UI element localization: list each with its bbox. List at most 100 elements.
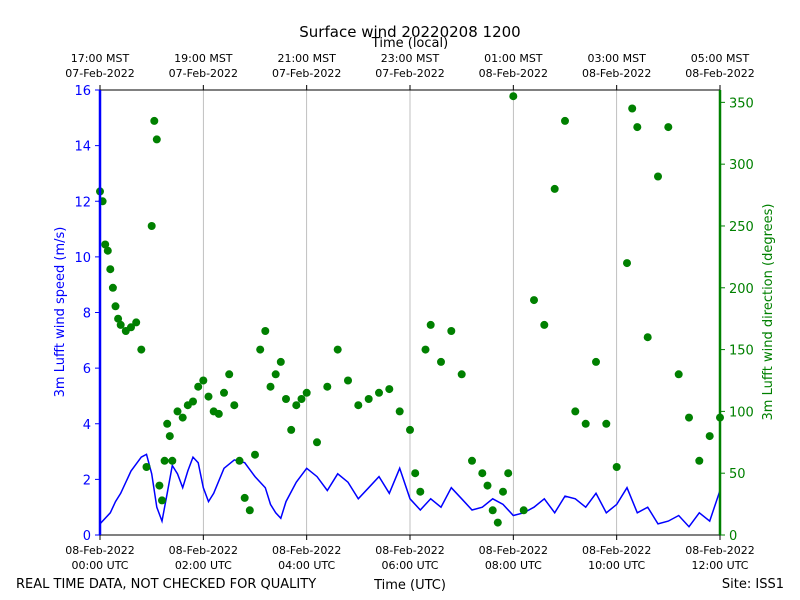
wind-direction-point: [114, 314, 123, 323]
top-tick-date: 08-Feb-2022: [582, 67, 651, 80]
wind-direction-point: [266, 382, 275, 391]
top-tick-time: 03:00 MST: [587, 52, 646, 65]
wind-direction-point: [457, 370, 466, 379]
left-tick-label: 4: [83, 418, 91, 433]
top-tick-date: 07-Feb-2022: [272, 67, 341, 80]
wind-direction-point: [276, 357, 285, 366]
top-tick-time: 19:00 MST: [174, 52, 233, 65]
top-tick-date: 07-Feb-2022: [169, 67, 238, 80]
wind-direction-point: [385, 385, 394, 394]
wind-direction-point: [142, 463, 151, 471]
right-tick-label: 100: [729, 405, 754, 420]
wind-direction-point: [685, 413, 693, 422]
right-tick-label: 200: [729, 282, 754, 297]
top-tick-time: 17:00 MST: [71, 52, 130, 65]
bottom-tick-time: 04:00 UTC: [278, 559, 335, 572]
wind-direction-point: [561, 116, 569, 125]
top-tick-time: 01:00 MST: [484, 52, 543, 65]
wind-direction-point: [421, 345, 430, 354]
wind-direction-point: [150, 116, 159, 125]
top-tick-time: 21:00 MST: [277, 52, 336, 65]
wind-direction-point: [245, 506, 254, 515]
wind-direction-point: [323, 382, 332, 391]
wind-direction-point: [592, 357, 600, 366]
left-tick-label: 2: [83, 473, 91, 488]
left-tick-label: 10: [74, 251, 91, 266]
wind-direction-point: [225, 370, 234, 379]
top-tick-date: 07-Feb-2022: [65, 67, 134, 80]
wind-direction-point: [499, 487, 507, 496]
bottom-tick-date: 08-Feb-2022: [272, 544, 341, 557]
wind-direction-point: [493, 518, 502, 527]
wind-direction-point: [674, 370, 683, 379]
wind-direction-point: [540, 320, 549, 329]
right-tick-label: 300: [729, 158, 754, 173]
wind-direction-point: [230, 401, 239, 410]
top-tick-date: 07-Feb-2022: [375, 67, 444, 80]
quality-notice: REAL TIME DATA, NOT CHECKED FOR QUALITY: [16, 577, 316, 592]
bottom-tick-time: 00:00 UTC: [71, 559, 128, 572]
wind-direction-point: [654, 172, 662, 181]
left-axis-label: 3m Lufft wind speed (m/s): [53, 227, 68, 398]
chart-title: Surface wind 20220208 1200: [299, 23, 520, 41]
wind-direction-point: [132, 318, 141, 327]
wind-direction-point: [220, 388, 228, 397]
right-tick-label: 50: [729, 467, 746, 482]
bottom-tick-date: 08-Feb-2022: [685, 544, 754, 557]
wind-speed-series: [99, 453, 721, 528]
bottom-tick-date: 08-Feb-2022: [169, 544, 238, 557]
wind-direction-point: [108, 283, 117, 292]
wind-direction-point: [426, 320, 435, 329]
left-tick-label: 0: [83, 529, 91, 544]
wind-direction-point: [204, 392, 213, 401]
wind-direction-point: [643, 333, 652, 342]
wind-direction-point: [488, 506, 497, 515]
wind-direction-point: [302, 388, 311, 397]
wind-direction-point: [411, 469, 420, 478]
wind-direction-point: [111, 302, 120, 311]
bottom-tick-time: 10:00 UTC: [588, 559, 645, 572]
wind-direction-point: [103, 246, 112, 255]
wind-direction-point: [163, 419, 172, 428]
wind-direction-point: [628, 104, 637, 113]
wind-speed-line: [99, 453, 721, 528]
tick-labels: 0 2 4 6 8 10 12 14 16 0 50 100 150 200 250 300 350 08-Feb…: [65, 52, 754, 572]
wind-direction-point: [101, 240, 110, 249]
wind-direction-point: [483, 481, 492, 490]
right-tick-label: 150: [729, 344, 754, 359]
bottom-tick-date: 08-Feb-2022: [65, 544, 134, 557]
wind-direction-point: [251, 450, 259, 459]
wind-direction-point: [416, 487, 425, 496]
wind-direction-point: [395, 407, 404, 416]
wind-direction-point: [292, 401, 301, 410]
wind-direction-series: [96, 92, 724, 527]
right-tick-label: 0: [729, 529, 737, 544]
wind-direction-point: [364, 395, 373, 403]
bottom-tick-time: 06:00 UTC: [381, 559, 438, 572]
wind-direction-point: [695, 456, 704, 465]
wind-direction-point: [581, 419, 590, 428]
wind-direction-point: [375, 388, 383, 397]
right-tick-label: 350: [729, 96, 754, 111]
bottom-tick-date: 08-Feb-2022: [375, 544, 444, 557]
wind-direction-point: [235, 456, 244, 465]
wind-direction-point: [240, 493, 249, 502]
left-tick-label: 6: [83, 362, 91, 377]
wind-direction-point: [189, 397, 197, 406]
wind-direction-point: [550, 184, 559, 193]
wind-direction-point: [478, 469, 487, 478]
left-tick-label: 8: [83, 307, 91, 322]
right-tick-label: 250: [729, 220, 754, 235]
wind-direction-point: [519, 506, 528, 515]
bottom-tick-time: 12:00 UTC: [691, 559, 748, 572]
wind-direction-point: [705, 432, 714, 441]
vertical-grid: [202, 90, 618, 535]
wind-direction-point: [354, 401, 363, 410]
top-axis-label: Time (local): [371, 36, 448, 51]
wind-direction-point: [152, 135, 161, 144]
wind-direction-point: [137, 345, 146, 354]
wind-direction-point: [116, 320, 125, 329]
wind-direction-point: [612, 463, 621, 471]
wind-direction-point: [147, 222, 156, 230]
